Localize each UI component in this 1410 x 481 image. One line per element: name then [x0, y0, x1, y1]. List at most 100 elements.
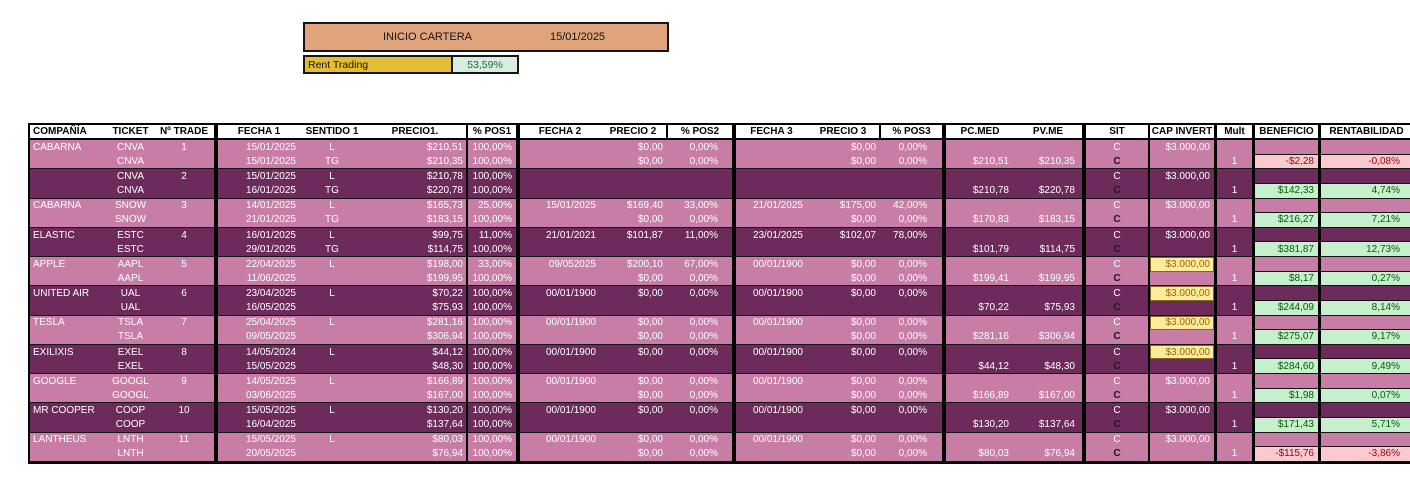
cell-tk[interactable]: GOOGL — [107, 388, 154, 404]
cell-tk[interactable]: TSLA — [107, 315, 154, 331]
cell-s1[interactable]: L — [300, 227, 364, 243]
cell-f2[interactable] — [516, 242, 600, 257]
cell-ben[interactable] — [1252, 257, 1318, 272]
cell-s1[interactable]: TG — [300, 183, 364, 199]
cell-ren[interactable] — [1318, 198, 1410, 214]
cell-pm[interactable]: $70,22 — [942, 300, 1014, 316]
cell-q1[interactable]: 100,00% — [466, 359, 516, 374]
cell-f3[interactable]: 00/01/1900 — [732, 344, 807, 360]
cell-tr[interactable]: 2 — [154, 169, 214, 184]
cell-f1[interactable]: 16/01/2025 — [214, 227, 300, 243]
cell-q2[interactable]: 0,00% — [666, 140, 732, 155]
cell-f3[interactable] — [732, 169, 807, 184]
cell-q3[interactable]: 42,00% — [879, 198, 942, 214]
cell-mu[interactable]: 1 — [1214, 417, 1252, 433]
cell-q2[interactable]: 0,00% — [666, 432, 732, 448]
cell-f3[interactable]: 00/01/1900 — [732, 257, 807, 272]
cell-p1[interactable]: $137,64 — [364, 417, 466, 433]
cell-p2[interactable]: $101,87 — [600, 227, 666, 243]
cell-mu[interactable]: 1 — [1214, 330, 1252, 345]
cell-p2[interactable]: $0,00 — [600, 213, 666, 228]
cell-pv[interactable]: $199,95 — [1014, 271, 1082, 287]
cell-mu[interactable]: 1 — [1214, 213, 1252, 228]
cell-q2[interactable] — [666, 242, 732, 257]
cell-p2[interactable]: $0,00 — [600, 330, 666, 345]
cell-mu[interactable] — [1214, 374, 1252, 389]
cell-p2[interactable]: $200,10 — [600, 257, 666, 272]
cell-f2[interactable] — [516, 447, 600, 462]
cell-q3[interactable]: 0,00% — [879, 286, 942, 301]
cell-mu[interactable] — [1214, 227, 1252, 243]
cell-s1[interactable] — [300, 388, 364, 404]
cell-f2[interactable] — [516, 140, 600, 155]
cell-p2[interactable]: $0,00 — [600, 315, 666, 331]
cell-ren[interactable]: 8,14% — [1318, 300, 1410, 316]
cell-p1[interactable]: $306,94 — [364, 330, 466, 345]
cell-p3[interactable]: $0,00 — [807, 140, 879, 155]
cell-f1[interactable]: 03/06/2025 — [214, 388, 300, 404]
cell-pv[interactable]: $137,64 — [1014, 417, 1082, 433]
cell-f1[interactable]: 23/04/2025 — [214, 286, 300, 301]
cell-q1[interactable]: 100,00% — [466, 344, 516, 360]
cell-f1[interactable]: 16/05/2025 — [214, 300, 300, 316]
cell-ben[interactable] — [1252, 286, 1318, 301]
cell-f2[interactable] — [516, 169, 600, 184]
cell-q3[interactable]: 0,00% — [879, 257, 942, 272]
cell-q2[interactable] — [666, 183, 732, 199]
cell-q1[interactable]: 100,00% — [466, 300, 516, 316]
cell-pv[interactable]: $306,94 — [1014, 330, 1082, 345]
cell-s1[interactable] — [300, 271, 364, 287]
cell-sit[interactable]: C — [1082, 183, 1148, 199]
cell-co[interactable] — [30, 300, 107, 316]
cell-s1[interactable]: L — [300, 432, 364, 448]
cell-sit[interactable]: C — [1082, 286, 1148, 301]
cell-pm[interactable]: $80,03 — [942, 447, 1014, 462]
cell-q3[interactable]: 0,00% — [879, 344, 942, 360]
cell-tk[interactable]: EXEL — [107, 359, 154, 374]
cell-tr[interactable]: 8 — [154, 344, 214, 360]
cell-sit[interactable]: C — [1082, 198, 1148, 214]
cell-sit[interactable]: C — [1082, 374, 1148, 389]
cell-ren[interactable] — [1318, 344, 1410, 360]
cell-mu[interactable] — [1214, 198, 1252, 214]
cell-mu[interactable]: 1 — [1214, 447, 1252, 462]
cell-pm[interactable] — [942, 286, 1014, 301]
cell-p1[interactable]: $99,75 — [364, 227, 466, 243]
cell-cap[interactable]: $3.000,00 — [1148, 286, 1214, 301]
cell-mu[interactable]: 1 — [1214, 300, 1252, 316]
cell-ren[interactable]: 7,21% — [1318, 213, 1410, 228]
cell-ren[interactable]: 0,07% — [1318, 388, 1410, 404]
cell-f3[interactable] — [732, 213, 807, 228]
cell-q2[interactable]: 0,00% — [666, 271, 732, 287]
cell-p1[interactable]: $210,51 — [364, 140, 466, 155]
cell-q3[interactable]: 78,00% — [879, 227, 942, 243]
cell-q2[interactable]: 0,00% — [666, 344, 732, 360]
cell-s1[interactable]: L — [300, 198, 364, 214]
cell-p3[interactable]: $0,00 — [807, 315, 879, 331]
cell-p3[interactable]: $0,00 — [807, 257, 879, 272]
cell-pv[interactable] — [1014, 403, 1082, 418]
cell-p3[interactable] — [807, 300, 879, 316]
cell-q2[interactable] — [666, 169, 732, 184]
cell-tk[interactable]: EXEL — [107, 344, 154, 360]
cell-q1[interactable]: 11,00% — [466, 227, 516, 243]
cell-p2[interactable]: $0,00 — [600, 286, 666, 301]
cell-tr[interactable] — [154, 359, 214, 374]
cell-pm[interactable] — [942, 403, 1014, 418]
header-q1[interactable]: % POS1 — [466, 125, 516, 140]
cell-q1[interactable]: 100,00% — [466, 374, 516, 389]
cell-q3[interactable]: 0,00% — [879, 374, 942, 389]
cell-ben[interactable]: $171,43 — [1252, 417, 1318, 433]
cell-cap[interactable]: $3.000,00 — [1148, 140, 1214, 155]
cell-p1[interactable]: $167,00 — [364, 388, 466, 404]
cell-ren[interactable] — [1318, 227, 1410, 243]
cell-f1[interactable]: 14/05/2025 — [214, 374, 300, 389]
cell-co[interactable]: MR COOPER — [30, 403, 107, 418]
cell-pv[interactable]: $75,93 — [1014, 300, 1082, 316]
cell-p3[interactable] — [807, 169, 879, 184]
cell-f2[interactable] — [516, 359, 600, 374]
cell-tk[interactable]: TSLA — [107, 330, 154, 345]
cell-p2[interactable] — [600, 183, 666, 199]
cell-tr[interactable] — [154, 154, 214, 170]
cell-ben[interactable] — [1252, 198, 1318, 214]
